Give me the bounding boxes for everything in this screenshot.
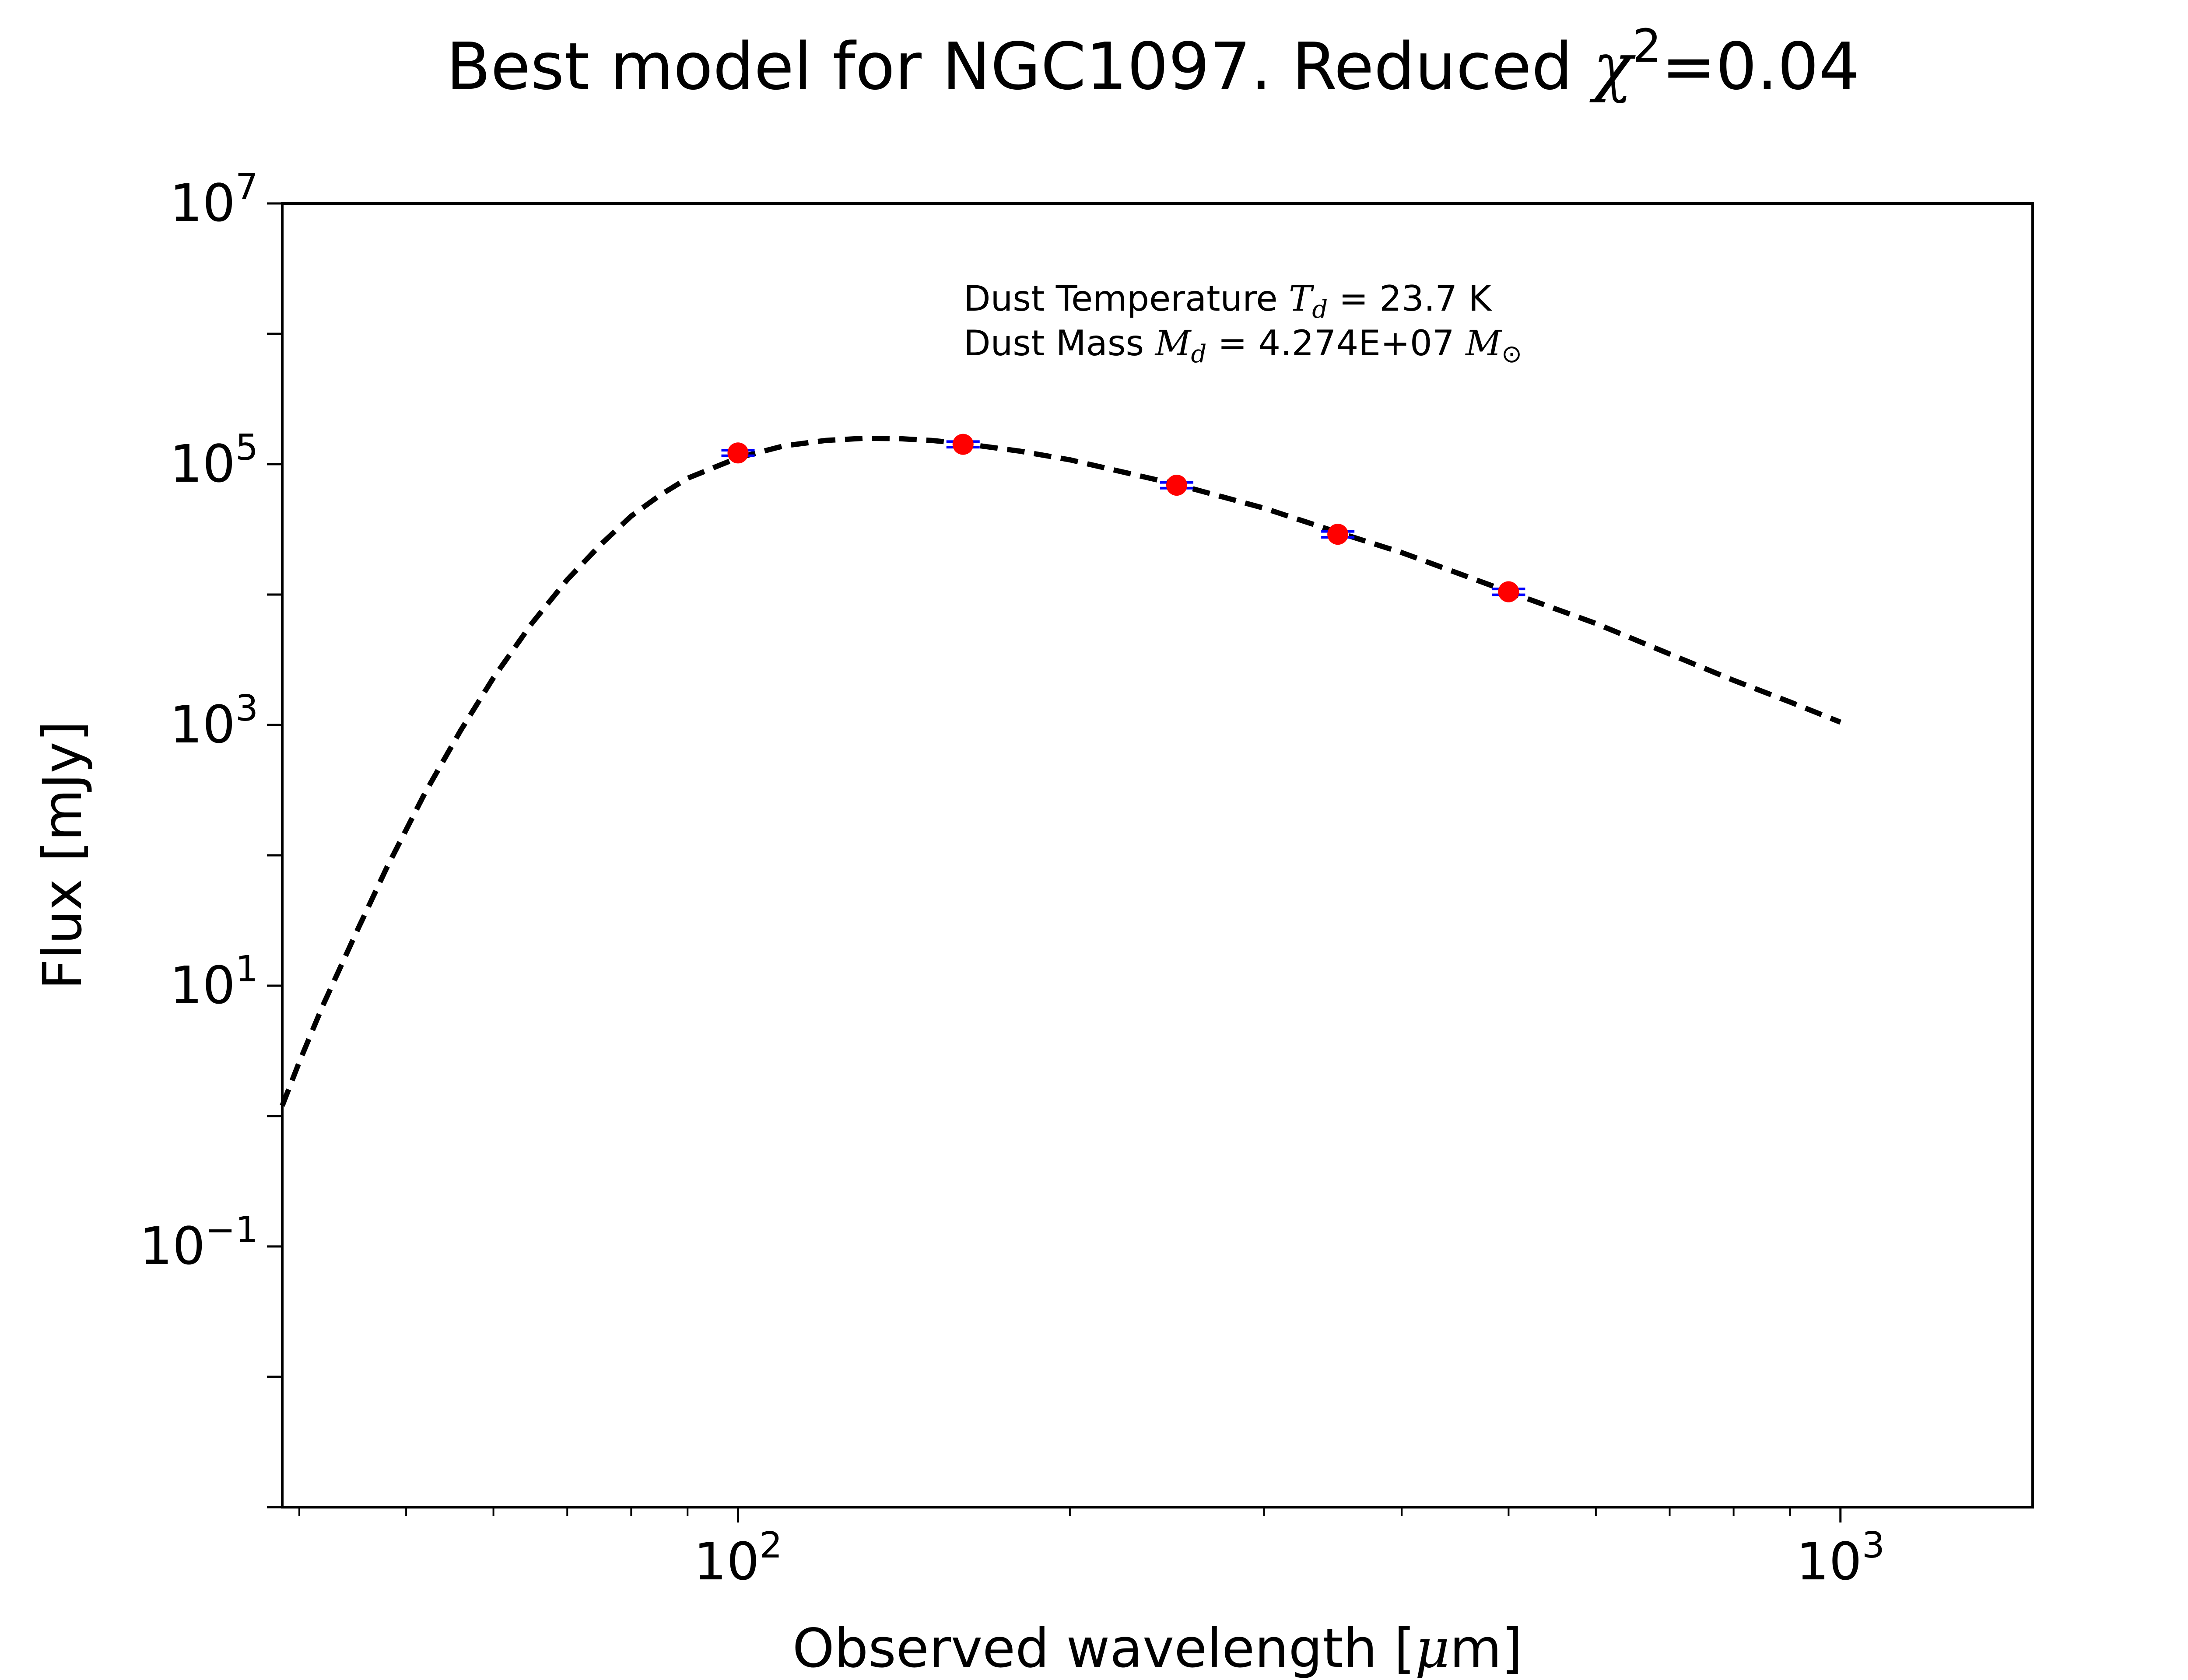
data-point <box>1166 475 1188 496</box>
x-tick-label-exponent: 2 <box>759 1525 782 1566</box>
chart-title: Best model for NGC1097. Reduced χ2=0.04 <box>446 19 1860 104</box>
y-tick-label-base: 10 <box>170 173 235 233</box>
y-tick-label-base: 10 <box>140 1216 205 1276</box>
annotation-dust-mass: Dust Mass Md = 4.274E+07 M⊙ <box>964 323 1522 368</box>
y-tick-label: 101 <box>170 948 258 1015</box>
x-axis-label-main: Observed wavelength [ <box>792 1617 1415 1680</box>
x-tick-label: 102 <box>694 1525 782 1592</box>
y-tick-label-exponent: 3 <box>235 688 258 729</box>
y-tick-label-exponent: −1 <box>205 1209 258 1251</box>
y-tick-label-base: 10 <box>170 434 235 494</box>
annotation-line1-value: = 23.7 K <box>1328 278 1492 319</box>
annotation-line1-symbol: T <box>1289 278 1315 319</box>
data-point <box>1327 524 1349 545</box>
annotation-dust-temperature: Dust Temperature Td = 23.7 K <box>964 278 1493 324</box>
title-main: Best model for NGC1097. Reduced <box>446 29 1593 104</box>
y-tick-label-exponent: 7 <box>235 166 258 208</box>
x-tick-label: 103 <box>1796 1525 1885 1592</box>
data-point <box>1498 581 1519 602</box>
title-value: =0.04 <box>1662 29 1860 104</box>
x-axis-label-mu: μ <box>1415 1617 1450 1680</box>
annotation-line2-unit: M <box>1465 323 1502 364</box>
y-tick-label-exponent: 5 <box>235 427 258 469</box>
x-axis-ticks: 102 103 <box>298 1507 1885 1592</box>
y-tick-label: 105 <box>170 427 258 494</box>
annotation-line1-prefix: Dust Temperature <box>964 278 1289 319</box>
annotation-line2-symbol: M <box>1154 323 1192 364</box>
y-tick-label-base: 10 <box>170 694 235 755</box>
y-tick-label: 103 <box>170 688 258 755</box>
annotation-line2-unit-sub: ⊙ <box>1501 340 1522 368</box>
model-curve <box>280 435 1842 1107</box>
x-tick-label-base: 10 <box>1796 1531 1862 1592</box>
x-tick-label-exponent: 3 <box>1862 1525 1885 1566</box>
y-tick-label-base: 10 <box>170 955 235 1015</box>
x-axis-label-end: m] <box>1450 1617 1522 1680</box>
x-tick-label-base: 10 <box>694 1531 759 1592</box>
annotation-line1-subscript: d <box>1312 295 1328 324</box>
plot-content <box>280 434 1842 1107</box>
data-point <box>952 434 974 455</box>
title-exponent: 2 <box>1633 19 1662 73</box>
annotation-line2-prefix: Dust Mass <box>964 323 1155 364</box>
y-tick-label: 10−1 <box>140 1209 258 1276</box>
y-tick-label: 107 <box>170 166 258 233</box>
annotation-line2-value: = 4.274E+07 <box>1206 323 1466 364</box>
title-chi: χ <box>1589 29 1636 104</box>
data-point <box>727 442 749 464</box>
annotation-line2-subscript: d <box>1191 340 1207 368</box>
y-tick-label-exponent: 1 <box>235 948 258 990</box>
y-axis-label: Flux [mJy] <box>32 721 94 990</box>
x-axis-label: Observed wavelength [μm] <box>792 1617 1523 1680</box>
